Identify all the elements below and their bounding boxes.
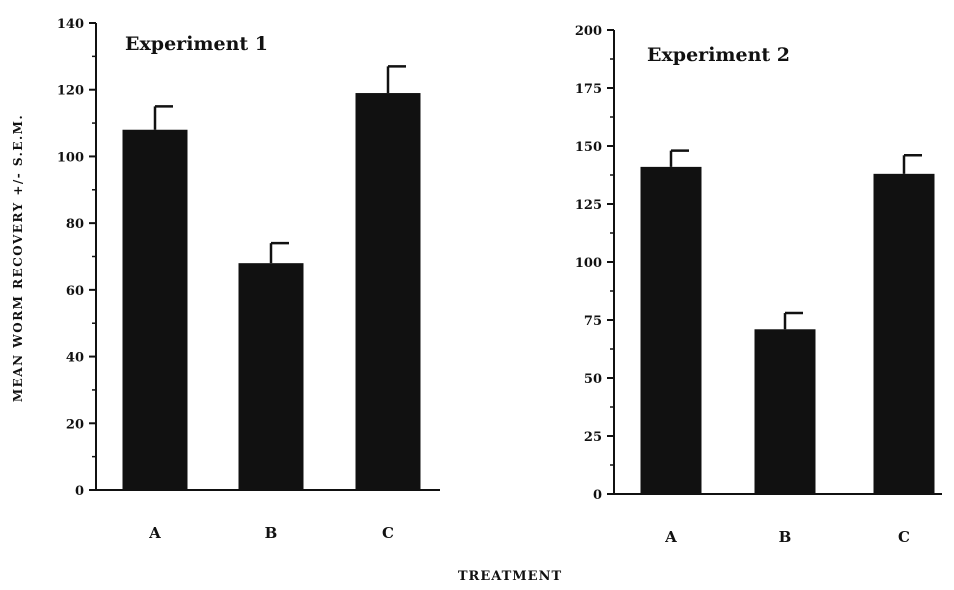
experiment-1-y-tick-label: 120 — [57, 84, 84, 99]
experiment-1-bar-b — [238, 263, 304, 490]
experiment-2-y-tick-label: 175 — [575, 82, 602, 97]
experiment-2-bar-b — [754, 329, 816, 494]
experiment-2-y-tick-label: 125 — [575, 198, 602, 213]
experiment-2-y-tick-label: 150 — [575, 140, 602, 155]
experiment-1-y-tick-label: 60 — [66, 284, 84, 299]
experiment-2-y-tick-label: 0 — [593, 488, 602, 503]
experiment-1-bar-c — [355, 93, 421, 491]
experiment-2-y-tick-label: 25 — [584, 430, 602, 445]
experiment-2-y-tick-label: 50 — [584, 372, 602, 387]
experiment-1-y-tick-label: 80 — [66, 217, 84, 232]
experiment-1-category-label-a: A — [148, 524, 161, 542]
x-axis-label: TREATMENT — [458, 569, 562, 584]
y-axis-label: MEAN WORM RECOVERY +/- S.E.M. — [11, 114, 25, 402]
experiment-1-y-tick-label: 100 — [57, 150, 84, 165]
experiment-2-bar-a — [640, 166, 702, 494]
experiment-2-title: Experiment 2 — [647, 44, 790, 66]
experiment-1-panel: Experiment 1 0 20 40 60 80 100 120 140 A B C — [57, 17, 440, 542]
experiment-2-category-label-c: C — [898, 528, 910, 546]
experiment-1-category-label-b: B — [265, 524, 278, 542]
experiment-1-y-tick-label: 140 — [57, 17, 84, 32]
experiment-2-y-tick-label: 100 — [575, 256, 602, 271]
experiment-2-panel: Experiment 2 0 25 50 75 100 125 150 175 200 A B C — [575, 24, 942, 546]
experiment-1-title: Experiment 1 — [125, 33, 268, 55]
experiment-1-bar-a — [122, 129, 188, 490]
experiment-2-y-tick-label: 200 — [575, 24, 602, 39]
experiment-1-category-label-c: C — [382, 524, 394, 542]
experiment-2-y-tick-label: 75 — [584, 314, 602, 329]
experiment-2-bar-c — [873, 173, 935, 494]
experiment-1-y-tick-label: 0 — [75, 484, 84, 499]
experiment-1-y-tick-label: 40 — [66, 351, 84, 366]
experiment-2-category-label-b: B — [779, 528, 792, 546]
experiment-2-category-label-a: A — [664, 528, 677, 546]
experiment-1-y-tick-label: 20 — [66, 417, 84, 432]
